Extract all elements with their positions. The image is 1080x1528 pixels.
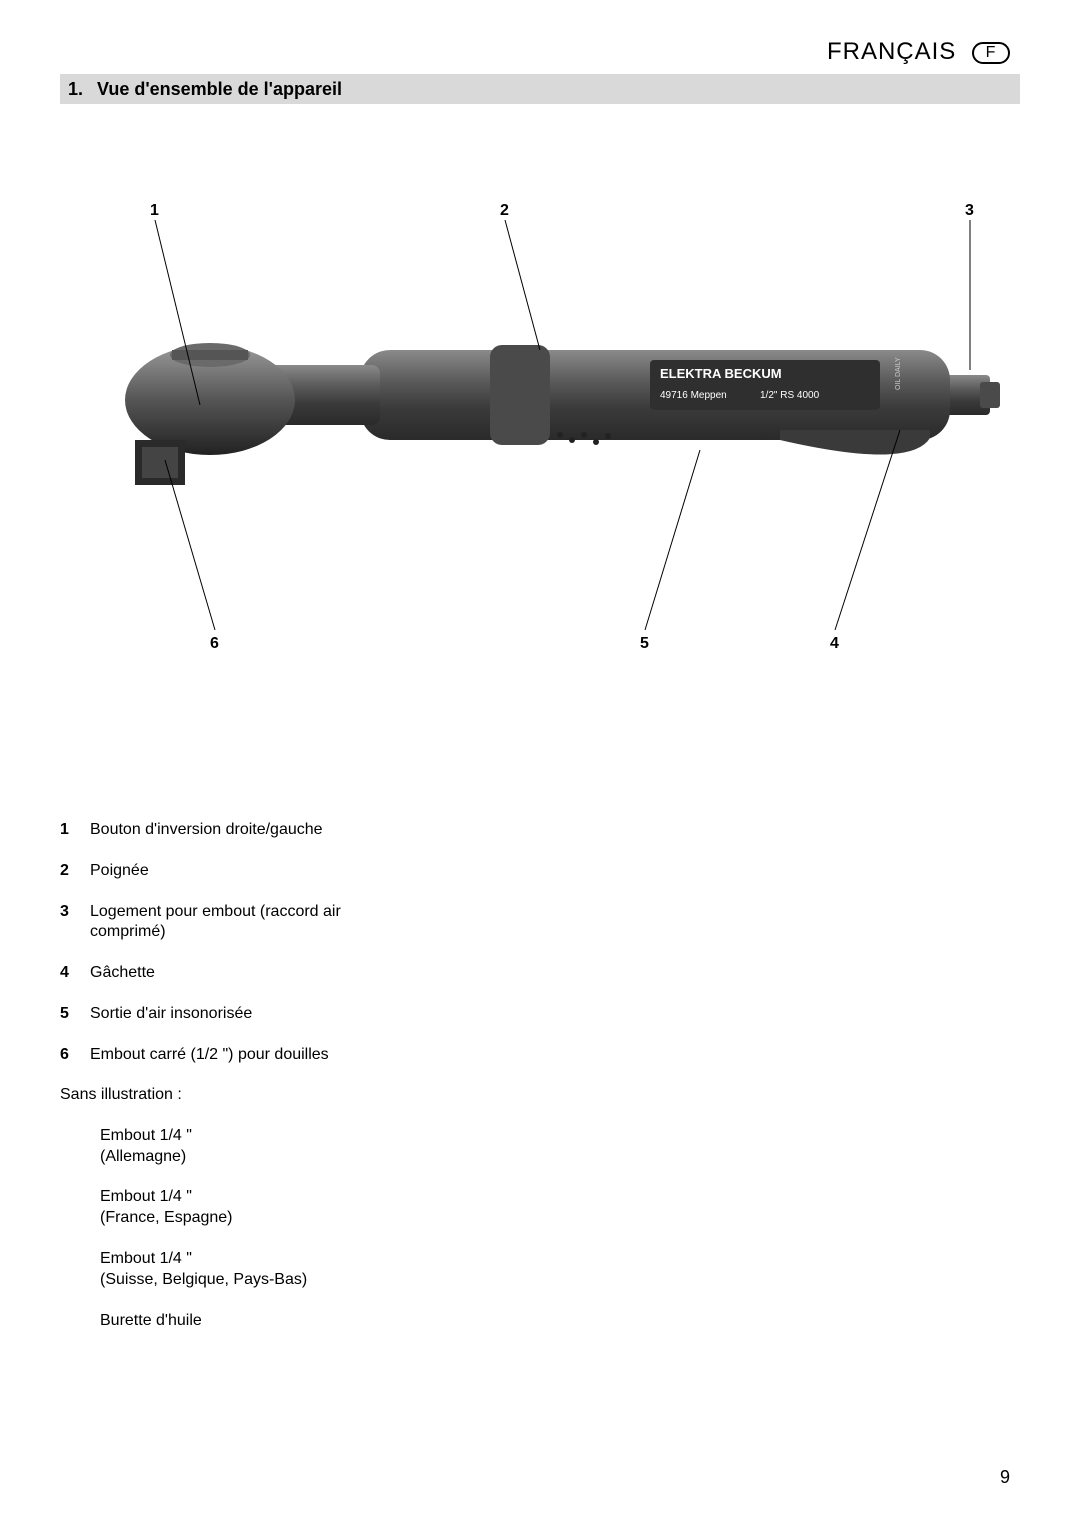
legend-item: 3 Logement pour embout (raccord air comp… [60,902,410,944]
legend-item: 4 Gâchette [60,963,410,984]
legend-text: Embout carré (1/2 ") pour douilles [90,1045,410,1066]
brand-label: ELEKTRA BECKUM [660,366,782,381]
legend-item: 1 Bouton d'inversion droite/gauche [60,820,410,841]
language-badge: F [972,42,1010,64]
legend-num: 3 [60,902,90,944]
legend-text: Gâchette [90,963,410,984]
legend-num: 4 [60,963,90,984]
section-heading: 1. Vue d'ensemble de l'appareil [60,74,1020,104]
figure: ELEKTRA BECKUM 49716 Meppen 1/2" RS 4000… [60,190,1020,690]
legend-text: Logement pour embout (raccord air compri… [90,902,410,944]
legend-item: 5 Sortie d'air insonorisée [60,1004,410,1025]
extra-item: Burette d'huile [100,1311,410,1332]
legend-num: 2 [60,861,90,882]
legend-text: Bouton d'inversion droite/gauche [90,820,410,841]
legend-list: 1 Bouton d'inversion droite/gauche 2 Poi… [60,820,410,1086]
extra-block: Sans illustration : Embout 1/4 " (Allema… [60,1085,410,1351]
legend-item: 6 Embout carré (1/2 ") pour douilles [60,1045,410,1066]
tool-illustration: ELEKTRA BECKUM 49716 Meppen 1/2" RS 4000… [60,190,1020,690]
legend-text: Poignée [90,861,410,882]
section-title: Vue d'ensemble de l'appareil [97,79,342,100]
extra-item: Embout 1/4 " (France, Espagne) [100,1187,410,1229]
callout-1: 1 [150,202,159,219]
brand-sub2: 1/2" RS 4000 [760,390,820,401]
page-number: 9 [1000,1467,1010,1488]
language-header: FRANÇAIS F [827,38,1010,66]
legend-num: 5 [60,1004,90,1025]
oil-label: OIL DAILY [895,357,902,390]
extra-title: Sans illustration : [60,1085,410,1106]
legend-num: 1 [60,820,90,841]
callout-3: 3 [965,202,974,219]
legend-item: 2 Poignée [60,861,410,882]
callout-4: 4 [830,635,839,652]
callout-6: 6 [210,635,219,652]
brand-sub1: 49716 Meppen [660,390,727,401]
extra-item: Embout 1/4 " (Allemagne) [100,1126,410,1168]
legend-text: Sortie d'air insonorisée [90,1004,410,1025]
extra-item: Embout 1/4 " (Suisse, Belgique, Pays-Bas… [100,1249,410,1291]
legend-num: 6 [60,1045,90,1066]
callout-2: 2 [500,202,509,219]
page: FRANÇAIS F 1. Vue d'ensemble de l'appare… [0,0,1080,1528]
section-number: 1. [68,79,83,100]
callout-5: 5 [640,635,649,652]
language-text: FRANÇAIS [827,38,956,65]
